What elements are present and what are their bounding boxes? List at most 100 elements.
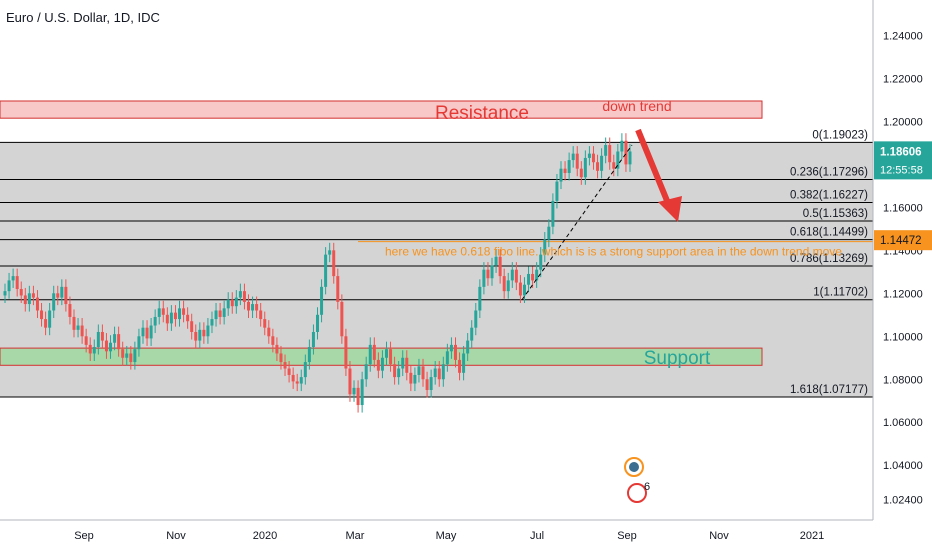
candle-body (238, 291, 242, 298)
candle-body (453, 344, 457, 360)
fib-label: 1(1.11702) (813, 287, 868, 299)
candle-body (571, 153, 575, 161)
price-axis-bg (873, 0, 932, 550)
candle-body (48, 310, 52, 328)
candle-body (620, 140, 624, 152)
candle-body (214, 310, 218, 320)
candle-body (458, 359, 462, 373)
fib-label: 0.618(1.14499) (790, 227, 868, 239)
candle-body (336, 276, 340, 302)
candle-body (433, 368, 437, 378)
candle-body (259, 310, 263, 320)
candle-body (149, 325, 153, 339)
candle-body (7, 280, 11, 292)
candle-body (40, 310, 44, 320)
candle-body (320, 286, 324, 315)
fib-label: 1.618(1.07177) (790, 384, 868, 396)
candle-body (478, 286, 482, 311)
candle-body (121, 349, 125, 358)
candle-body (145, 327, 149, 339)
x-tick-label: 2021 (800, 530, 824, 542)
candle-body (397, 368, 401, 378)
candle-body (271, 336, 275, 345)
candle-body (218, 310, 222, 317)
candle-body (608, 145, 612, 163)
candle-body (575, 153, 579, 169)
candle-body (19, 289, 23, 296)
candle-body (543, 239, 547, 255)
last-price-text: 1.18606 (880, 146, 922, 158)
candle-body (600, 155, 604, 171)
candle-body (64, 286, 68, 305)
y-tick-label: 1.20000 (883, 116, 923, 128)
down-trend-label: down trend (602, 98, 671, 114)
chart-title: Euro / U.S. Dollar, 1D, IDC (6, 10, 160, 25)
candle-body (56, 293, 60, 298)
candle-body (299, 377, 303, 384)
candle-body (15, 276, 19, 290)
y-tick-label: 1.10000 (883, 331, 923, 343)
candle-body (384, 349, 388, 358)
candle-body (372, 344, 376, 360)
candle-body (206, 325, 210, 337)
candle-body (429, 377, 433, 390)
candle-body (141, 327, 145, 337)
candle-body (486, 269, 490, 279)
candle-body (263, 319, 267, 328)
candle-body (210, 319, 214, 326)
candle-body (242, 291, 246, 302)
candle-body (425, 379, 429, 390)
candle-body (612, 162, 616, 169)
candle-body (413, 374, 417, 384)
y-tick-label: 1.14000 (883, 245, 923, 257)
candle-body (551, 200, 555, 227)
candle-body (364, 364, 368, 380)
candle-body (449, 344, 453, 352)
candle-body (303, 362, 307, 378)
candle-body (368, 344, 372, 365)
candle-body (567, 160, 571, 173)
x-tick-label: Sep (74, 530, 94, 542)
candle-body (583, 157, 587, 178)
candle-body (117, 334, 121, 350)
y-tick-label: 1.08000 (883, 374, 923, 386)
x-tick-label: Jul (530, 530, 544, 542)
candle-body (31, 293, 35, 298)
candle-body (92, 347, 96, 354)
candle-body (466, 340, 470, 354)
down-arrow (635, 128, 673, 210)
candle-body (11, 276, 15, 281)
y-tick-label: 1.16000 (883, 202, 923, 214)
candle-body (109, 342, 113, 352)
candle-body (596, 162, 600, 171)
x-tick-label: Sep (617, 530, 637, 542)
candle-body (255, 304, 259, 311)
candle-body (44, 319, 48, 328)
x-tick-label: Mar (346, 530, 365, 542)
candle-body (482, 269, 486, 287)
candle-body (202, 329, 206, 337)
candle-body (604, 145, 608, 156)
candle-body (137, 336, 141, 350)
candle-body (291, 374, 295, 382)
candle-body (190, 321, 194, 332)
candle-body (230, 299, 234, 307)
resistance-zone (0, 100, 763, 119)
candle-body (502, 276, 506, 292)
candle-body (153, 316, 157, 326)
candle-body (401, 357, 405, 369)
candle-body (474, 310, 478, 328)
candle-body (441, 364, 445, 380)
candle-body (405, 357, 409, 373)
candle-body (348, 368, 352, 395)
candle-body (340, 301, 344, 337)
fibo-annotation: here we have 0.618 fibo line. which is i… (385, 245, 842, 259)
candle-body (591, 153, 595, 163)
y-tick-label: 1.06000 (883, 417, 923, 429)
candle-body (490, 265, 494, 279)
fib-band (0, 179, 873, 203)
candle-body (307, 347, 311, 363)
candle-body (247, 301, 251, 311)
candle-body (445, 351, 449, 365)
